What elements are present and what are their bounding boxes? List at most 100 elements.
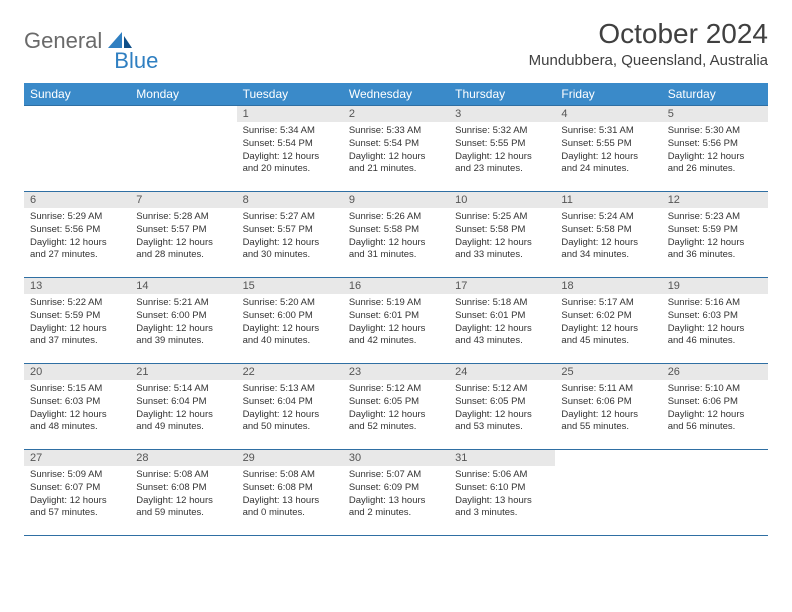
day-details: Sunrise: 5:29 AM Sunset: 5:56 PM Dayligh… [24,208,130,266]
day-details: Sunrise: 5:11 AM Sunset: 6:06 PM Dayligh… [555,380,661,438]
calendar-cell: 14Sunrise: 5:21 AM Sunset: 6:00 PM Dayli… [130,278,236,364]
day-details: Sunrise: 5:26 AM Sunset: 5:58 PM Dayligh… [343,208,449,266]
logo: General Blue [24,18,158,64]
calendar-cell [662,450,768,536]
weekday-header: Sunday [24,83,130,106]
day-details: Sunrise: 5:16 AM Sunset: 6:03 PM Dayligh… [662,294,768,352]
day-details: Sunrise: 5:13 AM Sunset: 6:04 PM Dayligh… [237,380,343,438]
calendar-cell: 10Sunrise: 5:25 AM Sunset: 5:58 PM Dayli… [449,192,555,278]
calendar-cell [24,106,130,192]
day-details: Sunrise: 5:33 AM Sunset: 5:54 PM Dayligh… [343,122,449,180]
day-details [662,454,768,461]
day-details: Sunrise: 5:12 AM Sunset: 6:05 PM Dayligh… [449,380,555,438]
day-number: 24 [449,364,555,380]
page-title: October 2024 [529,18,768,50]
day-number: 22 [237,364,343,380]
weekday-header: Monday [130,83,236,106]
calendar-cell: 18Sunrise: 5:17 AM Sunset: 6:02 PM Dayli… [555,278,661,364]
day-details [24,110,130,117]
calendar-cell: 4Sunrise: 5:31 AM Sunset: 5:55 PM Daylig… [555,106,661,192]
calendar-cell: 15Sunrise: 5:20 AM Sunset: 6:00 PM Dayli… [237,278,343,364]
calendar-row: 13Sunrise: 5:22 AM Sunset: 5:59 PM Dayli… [24,278,768,364]
day-number: 28 [130,450,236,466]
calendar-cell: 11Sunrise: 5:24 AM Sunset: 5:58 PM Dayli… [555,192,661,278]
calendar-cell: 17Sunrise: 5:18 AM Sunset: 6:01 PM Dayli… [449,278,555,364]
day-details: Sunrise: 5:06 AM Sunset: 6:10 PM Dayligh… [449,466,555,524]
logo-text-general: General [24,28,102,54]
day-number: 23 [343,364,449,380]
calendar-cell: 26Sunrise: 5:10 AM Sunset: 6:06 PM Dayli… [662,364,768,450]
calendar-cell: 27Sunrise: 5:09 AM Sunset: 6:07 PM Dayli… [24,450,130,536]
day-details: Sunrise: 5:09 AM Sunset: 6:07 PM Dayligh… [24,466,130,524]
day-details: Sunrise: 5:18 AM Sunset: 6:01 PM Dayligh… [449,294,555,352]
day-number: 19 [662,278,768,294]
day-details: Sunrise: 5:22 AM Sunset: 5:59 PM Dayligh… [24,294,130,352]
calendar-cell: 23Sunrise: 5:12 AM Sunset: 6:05 PM Dayli… [343,364,449,450]
day-number: 27 [24,450,130,466]
day-details: Sunrise: 5:07 AM Sunset: 6:09 PM Dayligh… [343,466,449,524]
day-number: 3 [449,106,555,122]
day-number: 12 [662,192,768,208]
day-details: Sunrise: 5:21 AM Sunset: 6:00 PM Dayligh… [130,294,236,352]
calendar-cell: 2Sunrise: 5:33 AM Sunset: 5:54 PM Daylig… [343,106,449,192]
calendar-cell: 30Sunrise: 5:07 AM Sunset: 6:09 PM Dayli… [343,450,449,536]
title-block: October 2024 Mundubbera, Queensland, Aus… [529,18,768,69]
calendar-cell: 16Sunrise: 5:19 AM Sunset: 6:01 PM Dayli… [343,278,449,364]
day-details: Sunrise: 5:10 AM Sunset: 6:06 PM Dayligh… [662,380,768,438]
day-number: 14 [130,278,236,294]
day-number: 20 [24,364,130,380]
day-details [555,454,661,461]
weekday-header: Friday [555,83,661,106]
calendar-cell: 1Sunrise: 5:34 AM Sunset: 5:54 PM Daylig… [237,106,343,192]
calendar-cell: 29Sunrise: 5:08 AM Sunset: 6:08 PM Dayli… [237,450,343,536]
weekday-header-row: Sunday Monday Tuesday Wednesday Thursday… [24,83,768,106]
calendar-cell [130,106,236,192]
day-number: 30 [343,450,449,466]
calendar-cell: 5Sunrise: 5:30 AM Sunset: 5:56 PM Daylig… [662,106,768,192]
day-number: 9 [343,192,449,208]
day-details: Sunrise: 5:08 AM Sunset: 6:08 PM Dayligh… [237,466,343,524]
calendar-row: 20Sunrise: 5:15 AM Sunset: 6:03 PM Dayli… [24,364,768,450]
day-number: 15 [237,278,343,294]
day-details: Sunrise: 5:32 AM Sunset: 5:55 PM Dayligh… [449,122,555,180]
day-number: 13 [24,278,130,294]
day-details: Sunrise: 5:15 AM Sunset: 6:03 PM Dayligh… [24,380,130,438]
weekday-header: Wednesday [343,83,449,106]
calendar-cell: 20Sunrise: 5:15 AM Sunset: 6:03 PM Dayli… [24,364,130,450]
logo-text-blue: Blue [114,48,158,74]
day-details: Sunrise: 5:27 AM Sunset: 5:57 PM Dayligh… [237,208,343,266]
day-number: 8 [237,192,343,208]
day-number: 10 [449,192,555,208]
calendar-cell: 6Sunrise: 5:29 AM Sunset: 5:56 PM Daylig… [24,192,130,278]
header: General Blue October 2024 Mundubbera, Qu… [24,18,768,69]
day-number: 31 [449,450,555,466]
day-details [130,110,236,117]
day-number: 29 [237,450,343,466]
calendar-cell: 13Sunrise: 5:22 AM Sunset: 5:59 PM Dayli… [24,278,130,364]
calendar-cell: 22Sunrise: 5:13 AM Sunset: 6:04 PM Dayli… [237,364,343,450]
day-number: 6 [24,192,130,208]
calendar-cell: 12Sunrise: 5:23 AM Sunset: 5:59 PM Dayli… [662,192,768,278]
day-details: Sunrise: 5:08 AM Sunset: 6:08 PM Dayligh… [130,466,236,524]
calendar-cell: 21Sunrise: 5:14 AM Sunset: 6:04 PM Dayli… [130,364,236,450]
day-number: 11 [555,192,661,208]
day-number: 1 [237,106,343,122]
day-details: Sunrise: 5:23 AM Sunset: 5:59 PM Dayligh… [662,208,768,266]
calendar-cell: 28Sunrise: 5:08 AM Sunset: 6:08 PM Dayli… [130,450,236,536]
calendar-row: 1Sunrise: 5:34 AM Sunset: 5:54 PM Daylig… [24,106,768,192]
day-number: 25 [555,364,661,380]
day-number: 16 [343,278,449,294]
calendar-cell: 8Sunrise: 5:27 AM Sunset: 5:57 PM Daylig… [237,192,343,278]
day-details: Sunrise: 5:14 AM Sunset: 6:04 PM Dayligh… [130,380,236,438]
day-number: 21 [130,364,236,380]
day-details: Sunrise: 5:20 AM Sunset: 6:00 PM Dayligh… [237,294,343,352]
calendar-cell: 19Sunrise: 5:16 AM Sunset: 6:03 PM Dayli… [662,278,768,364]
calendar-cell: 25Sunrise: 5:11 AM Sunset: 6:06 PM Dayli… [555,364,661,450]
day-details: Sunrise: 5:17 AM Sunset: 6:02 PM Dayligh… [555,294,661,352]
day-details: Sunrise: 5:30 AM Sunset: 5:56 PM Dayligh… [662,122,768,180]
day-details: Sunrise: 5:31 AM Sunset: 5:55 PM Dayligh… [555,122,661,180]
day-details: Sunrise: 5:12 AM Sunset: 6:05 PM Dayligh… [343,380,449,438]
day-number: 17 [449,278,555,294]
calendar-row: 27Sunrise: 5:09 AM Sunset: 6:07 PM Dayli… [24,450,768,536]
day-details: Sunrise: 5:34 AM Sunset: 5:54 PM Dayligh… [237,122,343,180]
